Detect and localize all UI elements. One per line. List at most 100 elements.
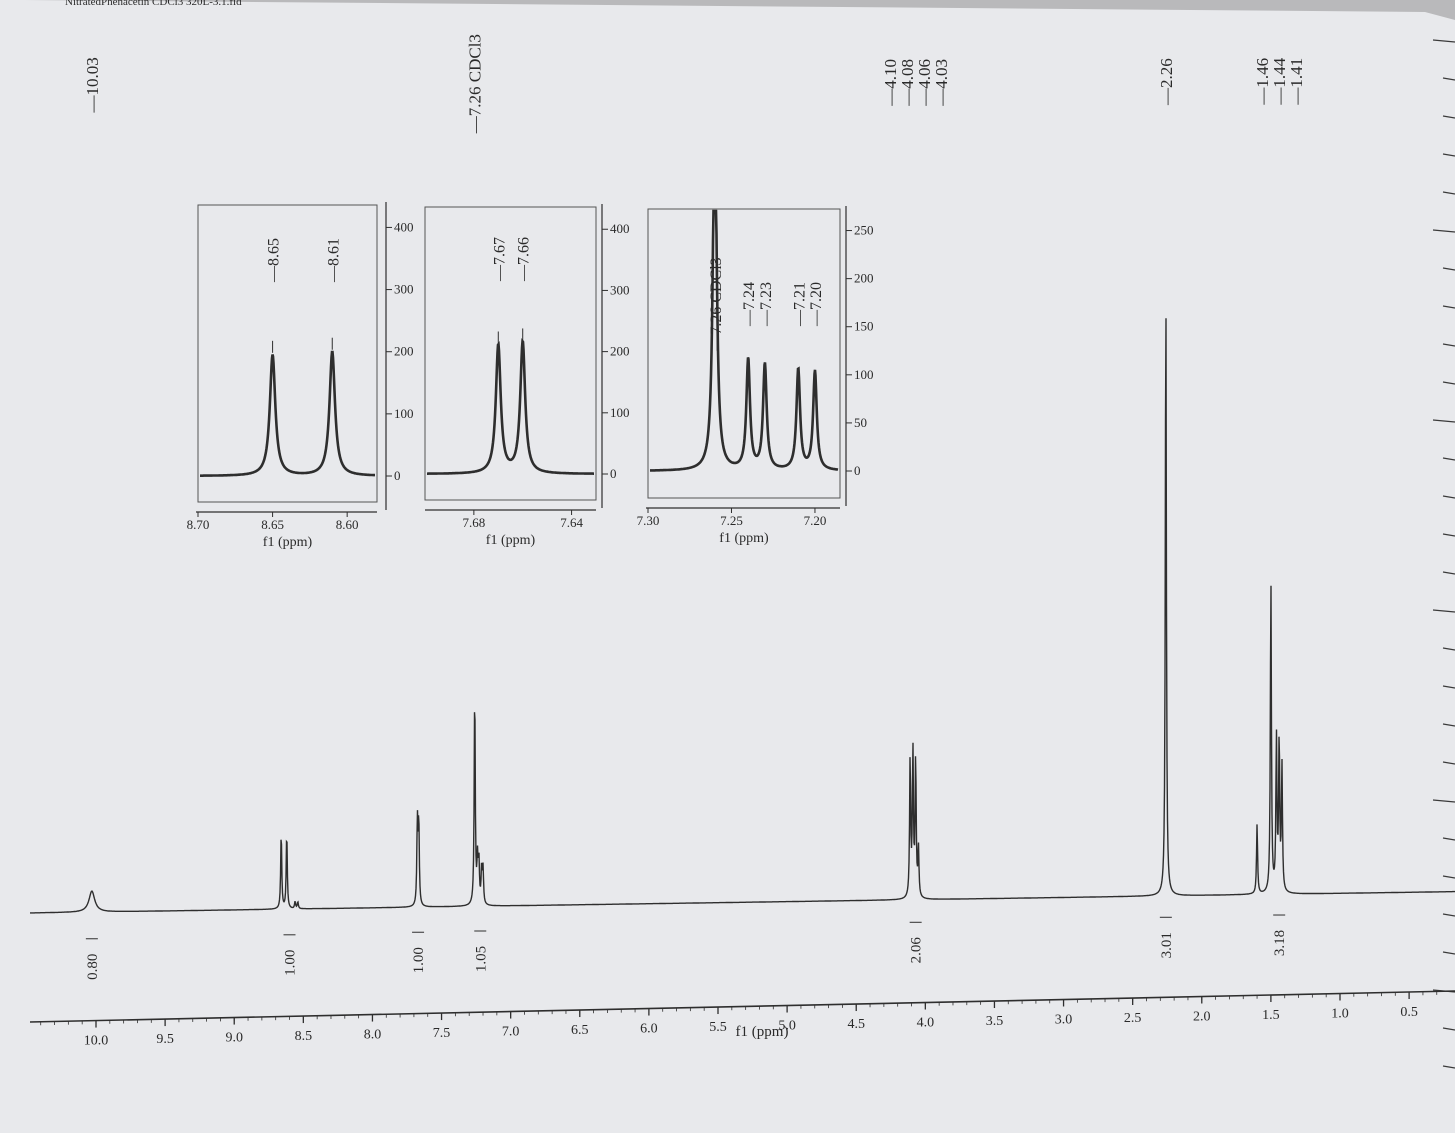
inset-peak-label: —7.21 (791, 282, 808, 327)
edge-tick (1432, 229, 1455, 233)
x-tick-label: 8.5 (295, 1029, 313, 1044)
peak-label: —4.08 (898, 59, 917, 107)
inset-frame (424, 206, 597, 501)
peak-label: —10.03 (83, 57, 102, 113)
peak-label: —4.03 (932, 59, 951, 107)
x-axis-label: f1 (ppm) (736, 1024, 789, 1040)
integral-label: 3.01 (1159, 932, 1175, 958)
inset-x-tick-label: 7.64 (560, 515, 583, 530)
inset-y-tick-label: 300 (394, 282, 414, 297)
inset-y-tick-label: 400 (610, 221, 630, 236)
inset-y-tick-label: 300 (610, 282, 630, 297)
inset-y-tick-label: 100 (610, 405, 630, 420)
peak-label: —4.10 (881, 59, 900, 107)
inset-plot-7.67ppm: 7.68 7.64 f1 (ppm) 0 100 200 300 400 —7.67 —7.66 (424, 204, 630, 548)
inset-x-tick-label: 8.65 (261, 517, 284, 532)
integral-label: 0.80 (85, 954, 101, 980)
inset-peak-label: —7.20 (808, 282, 825, 327)
inset-y-tick-label: 0 (610, 466, 617, 481)
edge-tick (1442, 913, 1455, 917)
inset-trace (427, 338, 594, 476)
x-tick-label: 4.0 (917, 1016, 935, 1031)
edge-tick (1442, 153, 1455, 157)
inset-y-tick-label: 150 (854, 319, 874, 334)
spectrum-trace (30, 318, 1455, 914)
inset-x-axis-label: f1 (ppm) (486, 533, 536, 548)
edge-tick (1442, 761, 1455, 765)
inset-y-tick-label: 200 (610, 344, 630, 359)
edge-tick (1442, 685, 1455, 689)
inset-y-tick-label: 200 (854, 271, 874, 286)
inset-y-tick-label: 0 (394, 468, 401, 483)
x-tick-label: 2.5 (1124, 1011, 1142, 1026)
x-tick-label: 3.0 (1055, 1013, 1073, 1028)
peak-label: —7.26 CDCl3 (466, 34, 485, 134)
edge-tick (1432, 799, 1455, 803)
peak-label: —1.46 (1253, 58, 1272, 106)
inset-x-tick-label: 8.60 (336, 517, 359, 532)
edge-tick (1442, 647, 1455, 651)
edge-tick (1442, 343, 1455, 347)
inset-frame (647, 208, 841, 499)
inset-x-axis-label: f1 (ppm) (719, 531, 769, 546)
x-axis-line (29, 990, 1455, 1023)
x-tick-label: 4.5 (847, 1017, 865, 1032)
edge-tick (1442, 77, 1455, 81)
inset-x-tick-label: 7.25 (720, 513, 743, 528)
x-tick-label: 10.0 (84, 1034, 109, 1049)
x-tick-label: 5.5 (709, 1020, 727, 1035)
peak-label: —1.44 (1270, 57, 1289, 105)
edge-tick (1442, 571, 1455, 575)
integral-label: 2.06 (909, 937, 925, 964)
inset-trace (200, 350, 375, 478)
inset-y-tick-label: 50 (854, 415, 867, 430)
inset-peak-label: —7.24 (741, 282, 758, 327)
integral-label: 1.00 (283, 950, 299, 976)
inset-y-tick-label: 400 (394, 219, 414, 234)
edge-tick (1442, 191, 1455, 195)
inset-peak-label: —7.26 CDCl3 (708, 257, 725, 351)
inset-plot-8.6ppm: 8.70 8.65 8.60 f1 (ppm) 0 100 200 300 400 —8.65 —8… (187, 202, 414, 550)
edge-tick (1442, 1027, 1455, 1031)
edge-tick (1442, 533, 1455, 537)
integral-label: 1.00 (411, 947, 427, 973)
inset-peak-label: —8.61 (325, 238, 342, 283)
inset-y-tick-label: 100 (854, 367, 874, 382)
inset-peak-label: —7.23 (758, 282, 775, 327)
edge-tick (1432, 609, 1455, 613)
inset-y-tick-label: 200 (394, 344, 414, 359)
main-spectrum: 10.0 9.5 9.0 8.5 8.0 7.5 7.0 6.5 6.0 5.5 5.0 4.5 4.0… (29, 34, 1455, 1049)
peak-label: —1.41 (1287, 58, 1306, 106)
inset-y-tick-label: 0 (854, 463, 861, 478)
x-tick-label: 7.0 (502, 1025, 520, 1040)
inset-x-tick-label: 8.70 (187, 517, 210, 532)
edge-tick (1442, 837, 1455, 841)
inset-y-tick-label: 100 (394, 406, 414, 421)
inset-x-tick-label: 7.30 (637, 513, 660, 528)
peak-label: —4.06 (915, 59, 934, 107)
inset-plot-7.23ppm: 7.30 7.25 7.20 f1 (ppm) 0 50 100 150 200 250 —7.26… (637, 206, 874, 546)
edge-tick (1442, 875, 1455, 879)
x-tick-label: 1.0 (1331, 1007, 1349, 1022)
edge-tick (1442, 495, 1455, 499)
inset-trace (650, 209, 839, 472)
peak-label: —2.26 (1157, 58, 1176, 106)
x-tick-label: 9.5 (156, 1032, 174, 1047)
x-tick-label: 2.0 (1193, 1010, 1211, 1025)
integral-label: 3.18 (1272, 930, 1288, 956)
x-tick-label: 3.5 (986, 1014, 1004, 1029)
inset-peak-label: —7.66 (516, 237, 533, 282)
edge-tick (1442, 381, 1455, 385)
integral-label: 1.05 (473, 946, 489, 972)
x-tick-label: 9.0 (225, 1031, 243, 1046)
inset-peak-label: —7.67 (491, 237, 508, 282)
x-tick-label: 1.5 (1262, 1008, 1280, 1023)
edge-tick (1442, 305, 1455, 309)
x-tick-label: 0.5 (1400, 1005, 1418, 1020)
edge-tick-marks (1432, 39, 1455, 1069)
edge-tick (1442, 457, 1455, 461)
edge-tick (1432, 419, 1455, 423)
edge-tick (1432, 39, 1455, 43)
